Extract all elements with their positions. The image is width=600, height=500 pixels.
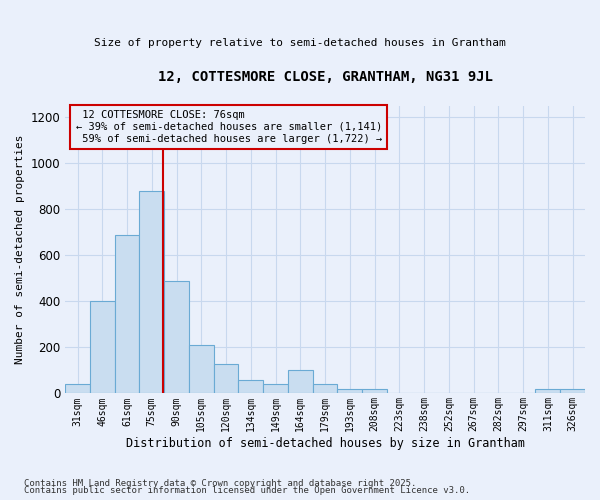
Bar <box>535 389 560 394</box>
Bar <box>263 384 288 394</box>
Bar <box>214 364 238 394</box>
Bar <box>238 380 263 394</box>
Bar <box>139 191 164 394</box>
Bar <box>313 384 337 394</box>
X-axis label: Distribution of semi-detached houses by size in Grantham: Distribution of semi-detached houses by … <box>125 437 524 450</box>
Bar <box>288 370 313 394</box>
Text: 12 COTTESMORE CLOSE: 76sqm
← 39% of semi-detached houses are smaller (1,141)
 59: 12 COTTESMORE CLOSE: 76sqm ← 39% of semi… <box>76 110 382 144</box>
Y-axis label: Number of semi-detached properties: Number of semi-detached properties <box>15 135 25 364</box>
Text: Contains public sector information licensed under the Open Government Licence v3: Contains public sector information licen… <box>24 486 470 495</box>
Title: 12, COTTESMORE CLOSE, GRANTHAM, NG31 9JL: 12, COTTESMORE CLOSE, GRANTHAM, NG31 9JL <box>158 70 493 84</box>
Bar <box>189 345 214 394</box>
Bar <box>164 280 189 394</box>
Bar <box>560 389 585 394</box>
Bar <box>65 384 90 394</box>
Text: Size of property relative to semi-detached houses in Grantham: Size of property relative to semi-detach… <box>94 38 506 48</box>
Bar <box>115 235 139 394</box>
Bar <box>362 389 387 394</box>
Bar <box>337 389 362 394</box>
Text: Contains HM Land Registry data © Crown copyright and database right 2025.: Contains HM Land Registry data © Crown c… <box>24 478 416 488</box>
Bar <box>90 302 115 394</box>
